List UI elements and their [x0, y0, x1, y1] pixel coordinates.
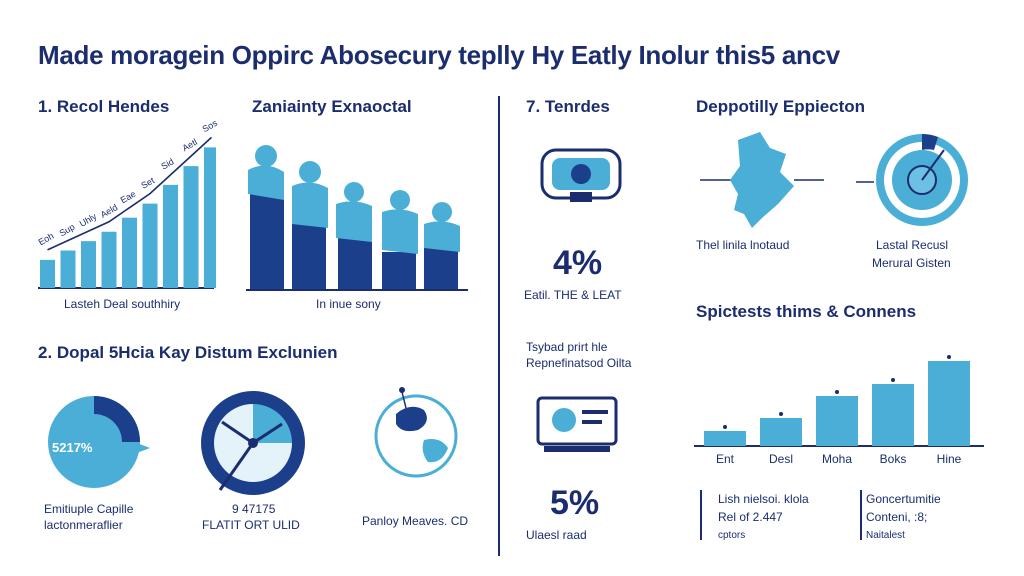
growth-bar [60, 250, 76, 288]
stat-4-percent: 4% [553, 244, 603, 282]
section7-heading: 7. Tenrdes [526, 97, 610, 116]
monitor-icon [534, 394, 620, 461]
section2-heading: 2. Dopal 5Hcia Kay Distum Exclunien [38, 343, 338, 362]
footer-right-line2: Conteni, :8; [866, 510, 928, 524]
right-chart-bar [816, 396, 858, 446]
growth-bar [81, 241, 96, 288]
footer-left-line3: cptors [718, 530, 746, 541]
growth-bar [101, 231, 117, 288]
growth-bar [183, 166, 199, 288]
stat-4-label: Eatil. THE & LEAT [524, 288, 622, 302]
right-chart-heading: Spictests thims & Connens [696, 302, 917, 321]
map-caption: Thel linila lnotaud [696, 238, 790, 252]
right-chart-bar [872, 384, 914, 446]
target-line2: Merural Gisten [872, 256, 951, 270]
footer-left-line2: Rel of 2.447 [718, 510, 783, 524]
globe-icon [366, 384, 472, 489]
map-icon [700, 128, 830, 237]
note-line1: Tsybad prirt hle [526, 340, 608, 354]
gauge-icon [44, 392, 154, 497]
right-chart-x-label: Boks [879, 452, 907, 466]
right-chart-marker [779, 412, 783, 416]
footer-right-line3: Naitalest [866, 530, 905, 541]
gauge-line2: lactonmeraflier [44, 518, 123, 532]
target-icon [852, 130, 970, 235]
right-chart-marker [835, 390, 839, 394]
vertical-divider [498, 96, 500, 556]
gauge-line1: Emitiuple Capille [44, 502, 134, 516]
stat-5-label: Ulaesl raad [526, 528, 587, 542]
growth-bar [142, 203, 158, 288]
growth-bar [40, 259, 55, 288]
section1-heading: 1. Recol Hendes [38, 97, 170, 116]
right-chart-bar [704, 431, 746, 446]
clock-icon [198, 388, 308, 503]
growth-chart-svg [38, 136, 219, 289]
people-caption: In inue sony [316, 297, 381, 311]
right-chart-x-label: Moha [821, 452, 853, 466]
people-illustration [246, 145, 468, 291]
right-chart-x-label: Ent [715, 452, 734, 466]
right-chart-x-label: Hine [936, 452, 962, 466]
right-chart-bar [760, 418, 802, 446]
growth-bar [163, 184, 178, 288]
clock-line2: FLATIT ORT ULID [202, 518, 300, 532]
note-line2: Repnefinatsod Oilta [526, 356, 632, 370]
right-chart-marker [947, 355, 951, 359]
people-heading: Zaniainty Exnaoctal [252, 97, 412, 116]
people-chart [246, 120, 468, 292]
footer-left-line1: Lish nielsoi. klola [718, 492, 809, 506]
target-line1: Lastal Recusl [876, 238, 949, 252]
clock-line1: 9 47175 [232, 502, 276, 516]
globe-label: Panloy Meaves. CD [362, 514, 469, 528]
footer-right-bar [860, 490, 862, 540]
growth-bar [204, 147, 219, 288]
stat-5-percent: 5% [550, 484, 600, 522]
right-chart-marker [891, 378, 895, 382]
right-chart-marker [723, 425, 727, 429]
growth-chart: Eoh Sup Uhly Aeld Eae Set Sid Aetl Sos [36, 118, 219, 290]
page-title: Made moragein Oppirc Abosecury teplly Hy… [38, 40, 840, 70]
section1-caption: Lasteh Deal southhiry [64, 297, 181, 311]
right-chart-bar [928, 361, 970, 446]
footer-right-line1: Goncertumitie [866, 492, 941, 506]
right-chart-svg [694, 355, 984, 447]
gauge-value: 5217% [52, 440, 93, 455]
vr-headset-icon [536, 140, 626, 215]
right-chart-x-label: Desl [768, 452, 793, 466]
footer-left-bar [700, 490, 702, 540]
growth-bar [122, 217, 137, 288]
map-heading: Deppotilly Eppiecton [696, 97, 866, 116]
right-bar-chart [694, 340, 984, 448]
